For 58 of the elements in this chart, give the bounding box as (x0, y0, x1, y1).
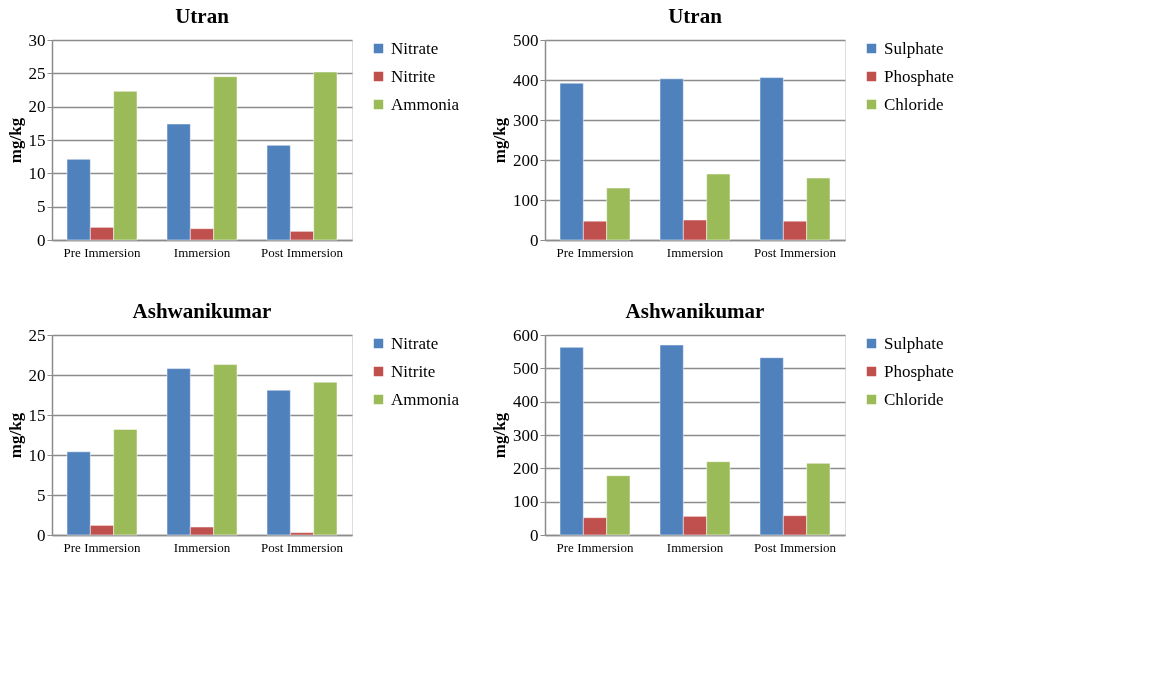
y-tick-label: 300 (513, 425, 539, 445)
y-tick-label: 15 (28, 405, 46, 425)
y-tick-label: 30 (28, 30, 46, 50)
legend-label: Nitrate (391, 333, 439, 353)
legend-label: Nitrite (391, 66, 436, 86)
y-tick-label: 200 (513, 150, 539, 170)
x-tick-label: Post Immersion (754, 539, 837, 555)
y-tick-label: 10 (28, 445, 46, 465)
y-axis-title: mg/kg (490, 117, 509, 164)
x-tick-label: Pre Immersion (63, 244, 141, 260)
legend-label: Ammonia (391, 389, 460, 409)
legend-label: Chloride (884, 94, 944, 114)
chart-title: Ashwanikumar (132, 299, 272, 323)
legend-label: Nitrate (391, 38, 439, 58)
legend-label: Phosphate (884, 361, 954, 381)
y-tick-label: 20 (28, 365, 46, 385)
legend-label: Chloride (884, 389, 944, 409)
x-tick-label: Pre Immersion (63, 539, 141, 555)
y-tick-label: 400 (513, 70, 539, 90)
y-tick-label: 100 (513, 190, 539, 210)
legend-label: Sulphate (884, 38, 944, 58)
y-tick-label: 15 (28, 130, 46, 150)
chart-title: Ashwanikumar (625, 299, 765, 323)
x-tick-label: Pre Immersion (556, 244, 634, 260)
y-tick-label: 0 (530, 230, 539, 250)
x-tick-label: Post Immersion (754, 244, 837, 260)
y-tick-label: 200 (513, 458, 539, 478)
y-tick-label: 25 (28, 63, 46, 83)
x-tick-label: Post Immersion (261, 244, 344, 260)
legend-label: Ammonia (391, 94, 460, 114)
legend-label: Phosphate (884, 66, 954, 86)
y-tick-label: 0 (37, 230, 46, 250)
y-tick-label: 5 (37, 197, 46, 217)
y-tick-label: 5 (37, 485, 46, 505)
y-tick-label: 10 (28, 163, 46, 183)
chart-title: Utran (668, 4, 723, 28)
x-tick-label: Pre Immersion (556, 539, 634, 555)
y-tick-label: 500 (513, 30, 539, 50)
x-tick-label: Immersion (666, 539, 724, 555)
x-tick-label: Post Immersion (261, 539, 344, 555)
y-tick-label: 500 (513, 358, 539, 378)
y-tick-label: 20 (28, 97, 46, 117)
y-axis-title: mg/kg (5, 117, 25, 164)
y-tick-label: 600 (513, 325, 539, 345)
y-tick-label: 300 (513, 110, 539, 130)
y-tick-label: 100 (513, 492, 539, 512)
y-axis-title: mg/kg (5, 412, 25, 459)
x-tick-label: Immersion (173, 539, 231, 555)
legend-label: Nitrite (391, 361, 436, 381)
y-tick-label: 400 (513, 392, 539, 412)
y-tick-label: 25 (28, 325, 46, 345)
x-tick-label: Immersion (666, 244, 724, 260)
y-axis-title: mg/kg (490, 412, 509, 459)
y-tick-label: 0 (530, 525, 539, 545)
legend-label: Sulphate (884, 333, 944, 353)
y-tick-label: 0 (37, 525, 46, 545)
x-tick-label: Immersion (173, 244, 231, 260)
chart-title: Utran (175, 4, 230, 28)
